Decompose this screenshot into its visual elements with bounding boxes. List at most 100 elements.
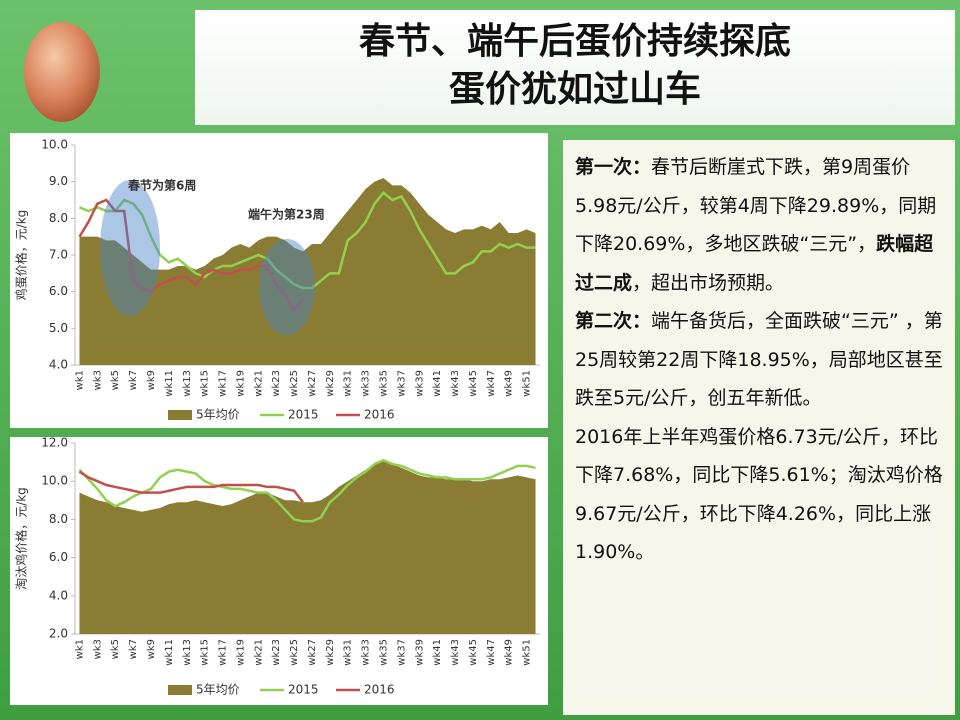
x-tick-label: wk47 (486, 370, 497, 397)
x-tick-label: wk27 (307, 639, 318, 666)
y-tick-label: 2.0 (49, 627, 68, 641)
x-tick-label: wk37 (396, 639, 407, 666)
paragraph: 2016年上半年鸡蛋价格6.73元/公斤，环比下降7.68%，同比下降5.61%… (575, 418, 945, 572)
x-tick-label: wk51 (522, 370, 533, 397)
x-tick-label: wk13 (182, 370, 193, 397)
x-tick-label: wk15 (200, 370, 211, 397)
x-tick-label: wk17 (218, 639, 229, 666)
x-tick-label: wk21 (253, 370, 264, 397)
paragraph: 第二次：端午备货后，全面跌破“三元” ，第25周较第22周下降18.95%，局部… (575, 302, 945, 418)
x-tick-label: wk45 (468, 639, 479, 666)
x-tick-label: wk33 (361, 370, 372, 397)
y-tick-label: 12.0 (41, 436, 68, 450)
annotation: 端午为第23周 (248, 207, 325, 222)
x-tick-label: wk41 (432, 370, 443, 397)
x-tick-label: wk5 (110, 639, 121, 659)
x-tick-label: wk21 (253, 639, 264, 666)
x-tick-label: wk31 (343, 639, 354, 666)
paragraph: 第一次：春节后断崖式下跌，第9周蛋价5.98元/公斤，较第4周下降29.89%，… (575, 148, 945, 302)
x-tick-label: wk27 (307, 370, 318, 397)
x-tick-label: wk9 (146, 370, 157, 390)
highlight (100, 180, 160, 316)
text-run: 第一次： (575, 156, 652, 178)
legend-label: 2015 (288, 408, 319, 422)
y-tick-label: 4.0 (49, 358, 68, 372)
x-tick-label: wk1 (74, 639, 85, 659)
y-axis-label: 鸡蛋价格，元/kg (14, 210, 29, 301)
x-tick-label: wk49 (504, 639, 515, 666)
x-tick-label: wk13 (182, 639, 193, 666)
x-tick-label: wk3 (92, 639, 103, 659)
x-tick-label: wk9 (146, 639, 157, 659)
x-tick-label: wk37 (396, 370, 407, 397)
x-tick-label: wk3 (92, 370, 103, 390)
title-line: 蛋价犹如过山车 (448, 69, 701, 110)
x-tick-label: wk39 (414, 370, 425, 397)
y-tick-label: 8.0 (49, 211, 68, 225)
y-tick-label: 8.0 (49, 512, 68, 526)
x-tick-label: wk15 (200, 639, 211, 666)
x-tick-label: wk31 (343, 370, 354, 397)
x-tick-label: wk7 (128, 370, 139, 390)
legend-label: 2016 (364, 683, 395, 697)
line (78, 198, 304, 313)
x-tick-label: wk35 (379, 370, 390, 397)
y-tick-label: 5.0 (49, 321, 68, 335)
legend-swatch (168, 685, 192, 695)
y-axis-label: 淘汰鸡价格，元/kg (14, 487, 29, 590)
x-tick-label: wk23 (271, 370, 282, 397)
legend-label: 2016 (364, 408, 395, 422)
line (78, 470, 305, 503)
highlight (259, 239, 315, 335)
x-tick-label: wk5 (110, 370, 121, 390)
y-tick-label: 6.0 (49, 284, 68, 298)
y-tick-label: 10.0 (41, 474, 68, 488)
x-tick-label: wk39 (414, 639, 425, 666)
title: 春节、端午后蛋价持续探底 蛋价犹如过山车 (195, 10, 955, 125)
x-tick-label: wk29 (325, 639, 336, 666)
x-tick-label: wk17 (218, 370, 229, 397)
x-tick-label: wk11 (164, 370, 175, 397)
y-tick-label: 10.0 (41, 138, 68, 152)
text-run: 2016年上半年鸡蛋价格6.73元/公斤，环比下降7.68%，同比下降5.61%… (575, 425, 943, 564)
x-tick-label: wk33 (361, 639, 372, 666)
text-run: 跌幅超过二成 (575, 233, 934, 294)
title-line: 春节、端午后蛋价持续探底 (358, 21, 791, 62)
y-tick-label: 6.0 (49, 550, 68, 564)
annotation: 春节为第6周 (127, 178, 196, 193)
x-tick-label: wk23 (271, 639, 282, 666)
x-tick-label: wk51 (522, 639, 533, 666)
line (78, 190, 536, 290)
x-tick-label: wk49 (504, 370, 515, 397)
line (78, 458, 536, 523)
text-run: 端午备货后，全面跌破“三元” ，第25周较第22周下降18.95%，局部地区甚至… (575, 310, 943, 409)
y-tick-label: 4.0 (49, 588, 68, 602)
legend-swatch (168, 410, 192, 420)
x-tick-label: wk19 (235, 370, 246, 397)
y-tick-label: 7.0 (49, 248, 68, 262)
text-run: 第二次： (575, 310, 652, 332)
x-tick-label: wk25 (289, 370, 300, 397)
x-tick-label: wk25 (289, 639, 300, 666)
x-tick-label: wk41 (432, 639, 443, 666)
text-run: ，超出市场预期。 (632, 271, 785, 294)
x-tick-label: wk1 (74, 370, 85, 390)
y-tick-label: 9.0 (49, 174, 68, 188)
x-tick-label: wk7 (128, 639, 139, 659)
x-tick-label: wk19 (235, 639, 246, 666)
egg-icon (24, 22, 100, 122)
x-tick-label: wk45 (468, 370, 479, 397)
legend-label: 5年均价 (196, 683, 240, 697)
text-panel: 第一次：春节后断崖式下跌，第9周蛋价5.98元/公斤，较第4周下降29.89%，… (563, 140, 955, 715)
x-tick-label: wk43 (450, 639, 461, 666)
x-tick-label: wk35 (379, 639, 390, 666)
area (79, 460, 536, 634)
x-tick-label: wk11 (164, 639, 175, 666)
x-tick-label: wk43 (450, 370, 461, 397)
x-tick-label: wk29 (325, 370, 336, 397)
legend-label: 2015 (288, 683, 319, 697)
area (79, 178, 536, 365)
x-tick-label: wk47 (486, 639, 497, 666)
